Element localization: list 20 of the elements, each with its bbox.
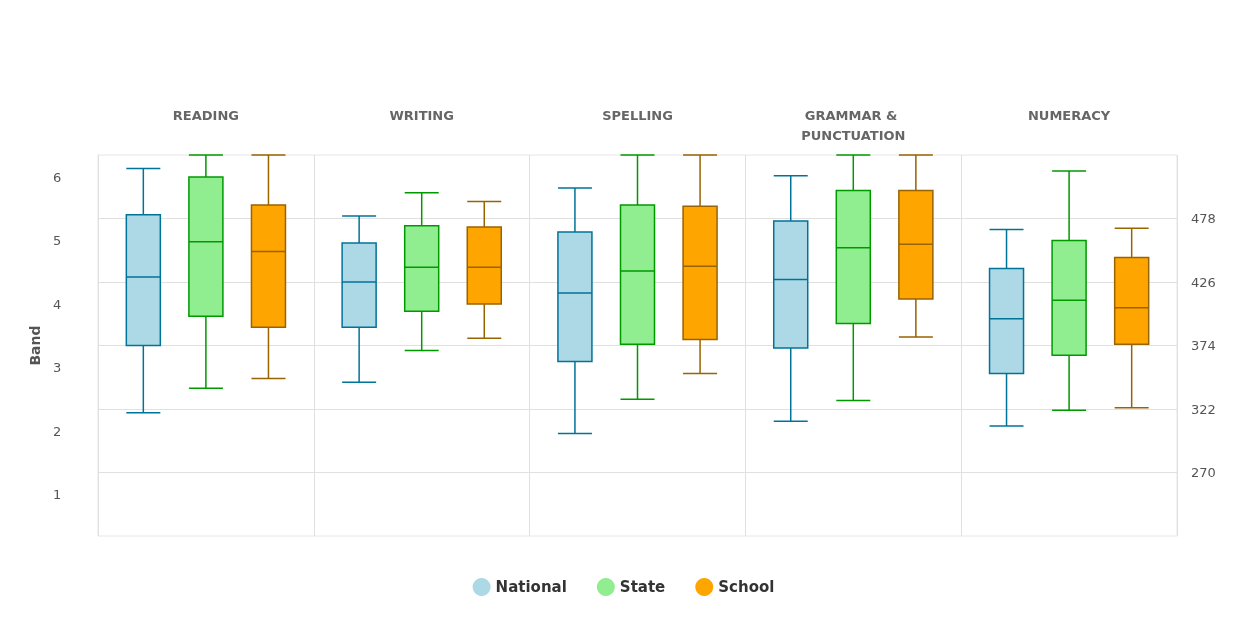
y-tick-label: 4 xyxy=(53,296,62,312)
y-tick-label: 5 xyxy=(53,233,62,249)
y-tick-label: 1 xyxy=(53,487,62,503)
x-tick-label: WRITING xyxy=(389,107,454,123)
y2-tick-label: 374 xyxy=(1191,338,1216,353)
legend-label: National xyxy=(495,578,567,596)
y-tick-label: 6 xyxy=(53,169,62,185)
y2-tick-label: 426 xyxy=(1191,274,1216,290)
x-tick-label: GRAMMAR & PUNCTUATION xyxy=(801,107,906,143)
x-tick-label: READING xyxy=(172,107,239,123)
y2-tick-label: 322 xyxy=(1191,401,1216,417)
y2-tick-label: 478 xyxy=(1191,211,1216,226)
y-tick-label: 2 xyxy=(53,423,62,439)
x-tick-label: NUMERACY xyxy=(1027,107,1111,123)
y2-tick-label: 270 xyxy=(1191,465,1216,480)
x-tick-label: SPELLING xyxy=(602,107,673,123)
legend-label: State xyxy=(619,578,666,596)
y-axis-title: Band xyxy=(27,325,44,366)
y-tick-label: 3 xyxy=(53,360,62,376)
legend-label: School xyxy=(718,578,775,596)
